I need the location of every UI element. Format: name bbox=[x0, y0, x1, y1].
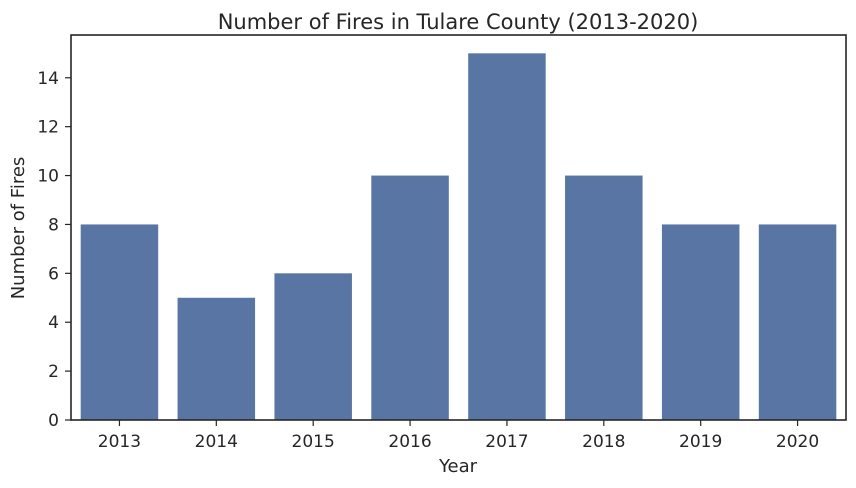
y-tick-label: 2 bbox=[48, 362, 59, 382]
y-tick-label: 4 bbox=[48, 313, 59, 333]
x-tick-label: 2018 bbox=[582, 432, 625, 452]
x-axis: 2013 2014 2015 2016 2017 2018 2019 2020 bbox=[98, 420, 819, 452]
chart-title: Number of Fires in Tulare County (2013-2… bbox=[218, 10, 699, 34]
x-tick-label: 2016 bbox=[388, 432, 431, 452]
y-axis-label: Number of Fires bbox=[8, 157, 29, 300]
y-tick-label: 10 bbox=[37, 167, 59, 187]
x-tick-label: 2014 bbox=[195, 432, 238, 452]
y-axis: 0 2 4 6 8 10 12 14 bbox=[37, 69, 71, 431]
bar-2016 bbox=[371, 175, 449, 420]
bar-2019 bbox=[661, 224, 740, 420]
bar-2014 bbox=[177, 297, 256, 420]
y-tick-label: 12 bbox=[37, 118, 59, 138]
bar-2013 bbox=[80, 224, 159, 420]
y-tick-label: 8 bbox=[48, 215, 59, 235]
y-tick-label: 6 bbox=[48, 264, 59, 284]
bar-2015 bbox=[274, 273, 352, 420]
bar-2020 bbox=[758, 224, 837, 420]
x-tick-label: 2020 bbox=[776, 432, 819, 452]
bars-group bbox=[80, 53, 837, 420]
x-tick-label: 2013 bbox=[98, 432, 141, 452]
plot-frame bbox=[70, 34, 847, 421]
bar-2017 bbox=[468, 53, 546, 420]
bar-2018 bbox=[565, 175, 643, 420]
x-tick-label: 2015 bbox=[292, 432, 335, 452]
y-tick-label: 14 bbox=[37, 69, 59, 89]
x-tick-label: 2017 bbox=[485, 432, 528, 452]
x-axis-label: Year bbox=[438, 456, 478, 477]
x-tick-label: 2019 bbox=[679, 432, 722, 452]
y-tick-label: 0 bbox=[48, 411, 59, 431]
